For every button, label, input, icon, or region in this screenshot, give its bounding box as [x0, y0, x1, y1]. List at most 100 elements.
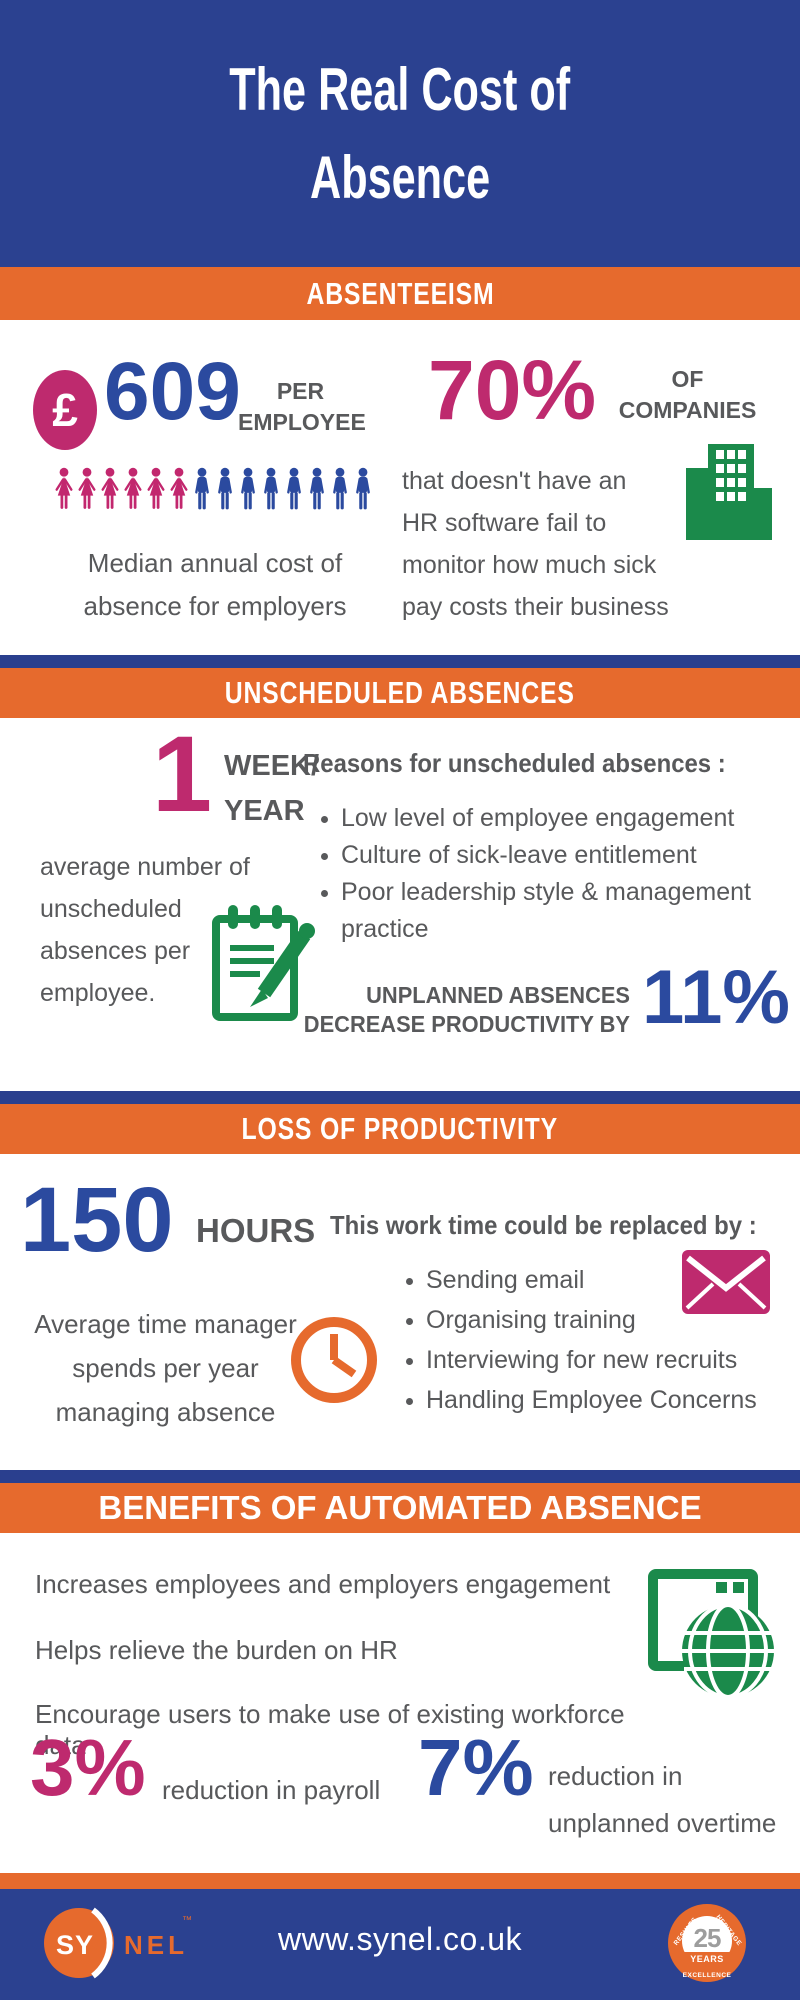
envelope-icon: [682, 1250, 770, 1314]
divider-strip: [0, 1091, 800, 1104]
unplanned-note: UNPLANNED ABSENCES DECREASE PRODUCTIVITY…: [260, 981, 630, 1039]
replace-item: Sending email: [426, 1260, 780, 1300]
band-label: LOSS OF PRODUCTIVITY: [241, 1111, 559, 1146]
hr-text-line2: HR software fail to: [402, 509, 607, 537]
avg-line3: absences per: [40, 937, 191, 965]
benefit-item: Encourage users to make use of existing …: [35, 1699, 625, 1760]
male-person-icon: [356, 467, 370, 510]
replace-item: Interviewing for new recruits: [426, 1340, 780, 1380]
divider-strip: [0, 1470, 800, 1483]
reason-item: Low level of employee engagement: [341, 800, 775, 837]
footer: SY NEL ™ www.synel.co.uk RESULTS HERITAG…: [0, 1889, 800, 2000]
band-label: ABSENTEEISM: [306, 276, 494, 311]
badge-years-label: YEARS: [682, 1952, 732, 1968]
section-band-absenteeism: ABSENTEEISM: [0, 267, 800, 320]
replace-item: Organising training: [426, 1300, 780, 1340]
footer-accent-strip: [0, 1873, 800, 1889]
reason-item: Culture of sick-leave entitlement: [341, 837, 775, 874]
website-url: www.synel.co.uk: [277, 1921, 523, 1957]
cost-value: 609: [104, 346, 241, 437]
cost-caption-line1: Median annual cost of: [87, 548, 343, 578]
reasons-title: Reasons for unscheduled absences :: [303, 748, 726, 778]
female-person-icon: [78, 467, 96, 509]
average-absences-text: average number of unscheduled absences p…: [40, 846, 250, 1014]
page-title-line2: Absence: [309, 143, 491, 211]
pound-icon: £: [33, 370, 97, 450]
week-label: WEEK/: [224, 750, 320, 782]
section-band-benefits: BENEFITS OF AUTOMATED ABSENCE MANAGEMENT: [0, 1483, 800, 1576]
male-person-icon: [333, 467, 347, 510]
divider-strip: [0, 655, 800, 668]
female-person-icon: [147, 467, 165, 509]
hr-software-text: that doesn't have an HR software fail to…: [402, 460, 687, 628]
replace-item: Handling Employee Concerns: [426, 1380, 780, 1420]
male-person-icon: [264, 467, 278, 510]
female-person-icon: [170, 467, 188, 509]
logo-nel-text: NEL: [124, 1930, 188, 1960]
replace-title: This work time could be replaced by :: [330, 1210, 757, 1240]
header: The Real Cost of Absence: [0, 0, 800, 267]
male-person-icon: [195, 467, 209, 510]
mgr-line3: managing absence: [55, 1397, 276, 1427]
people-row: [53, 466, 374, 516]
benefit-item: Increases employees and employers engage…: [35, 1569, 611, 1599]
overtime-reduction-value: 7%: [418, 1723, 534, 1812]
hours-value: 150: [20, 1169, 174, 1271]
companies-label: COMPANIES: [618, 397, 757, 423]
hr-text-line4: pay costs their business: [402, 593, 669, 621]
female-person-icon: [124, 467, 142, 509]
cost-caption-line2: absence for employers: [83, 591, 347, 621]
female-person-icon: [101, 467, 119, 509]
logo-sy-text: SY: [56, 1930, 94, 1960]
synel-logo: SY NEL ™: [44, 1907, 192, 1979]
unplanned-line2: DECREASE PRODUCTIVITY BY: [303, 1011, 630, 1037]
section-benefits: Increases employees and employers engage…: [0, 1533, 800, 1873]
reasons-list: Low level of employee engagement Culture…: [315, 800, 775, 948]
female-person-icon: [55, 467, 73, 509]
per-label: PER: [276, 378, 325, 404]
notepad-pencil-icon: [212, 905, 315, 1021]
section-absenteeism: £ 609 PER EMPLOYEE 70% OF COMPANIES: [0, 320, 800, 655]
weeks-unit: WEEK/ YEAR: [224, 744, 319, 834]
percent-value: 70%: [428, 343, 597, 437]
cost-unit: PER EMPLOYEE: [238, 376, 366, 438]
year-label: YEAR: [224, 795, 305, 827]
logo-tm-text: ™: [182, 1915, 192, 1926]
male-person-icon: [287, 467, 301, 510]
overtime-label-line1: reduction in: [548, 1761, 683, 1791]
section-unscheduled: 1 WEEK/ YEAR Reasons for unscheduled abs…: [0, 713, 800, 1091]
male-person-icon: [310, 467, 324, 510]
pound-symbol: £: [52, 384, 78, 436]
male-person-icon: [218, 467, 232, 510]
productivity-decrease-value: 11%: [642, 955, 790, 1040]
overtime-label-line2: unplanned overtime: [548, 1808, 777, 1838]
benefit-item: Helps relieve the burden on HR: [35, 1635, 398, 1665]
reason-item: Poor leadership style & management pract…: [341, 874, 775, 948]
payroll-reduction-label: reduction in payroll: [162, 1775, 381, 1805]
hr-text-line1: that doesn't have an: [402, 467, 627, 495]
overtime-reduction-label: reduction in unplanned overtime: [548, 1753, 776, 1847]
band-label: UNSCHEDULED ABSENCES: [225, 675, 575, 710]
cost-caption: Median annual cost of absence for employ…: [55, 542, 375, 628]
badge-25-years: RESULTS HERITAGE EXCELLENCE 25 YEARS: [668, 1904, 746, 1982]
section-band-unscheduled: UNSCHEDULED ABSENCES: [0, 668, 800, 718]
section-productivity: 150 HOURS This work time could be replac…: [0, 1154, 800, 1470]
male-person-icon: [241, 467, 255, 510]
hours-unit: HOURS: [196, 1212, 316, 1249]
mgr-line2: spends per year: [72, 1353, 259, 1383]
weeks-value: 1: [152, 713, 213, 834]
page-title-line1: The Real Cost of: [229, 55, 571, 123]
badge-value: 25: [693, 1923, 722, 1953]
avg-line2: unscheduled: [40, 895, 182, 923]
avg-line1: average number of: [40, 853, 250, 881]
employee-label: EMPLOYEE: [238, 409, 366, 435]
hr-text-line3: monitor how much sick: [402, 551, 657, 579]
avg-line4: employee.: [40, 979, 156, 1007]
section-band-productivity: LOSS OF PRODUCTIVITY: [0, 1104, 800, 1154]
mgr-line1: Average time manager: [34, 1309, 297, 1339]
browser-globe-icon: [648, 1569, 774, 1699]
unplanned-line1: UNPLANNED ABSENCES: [366, 982, 630, 1008]
clock-icon: [291, 1317, 377, 1403]
percent-unit: OF COMPANIES: [600, 364, 775, 426]
